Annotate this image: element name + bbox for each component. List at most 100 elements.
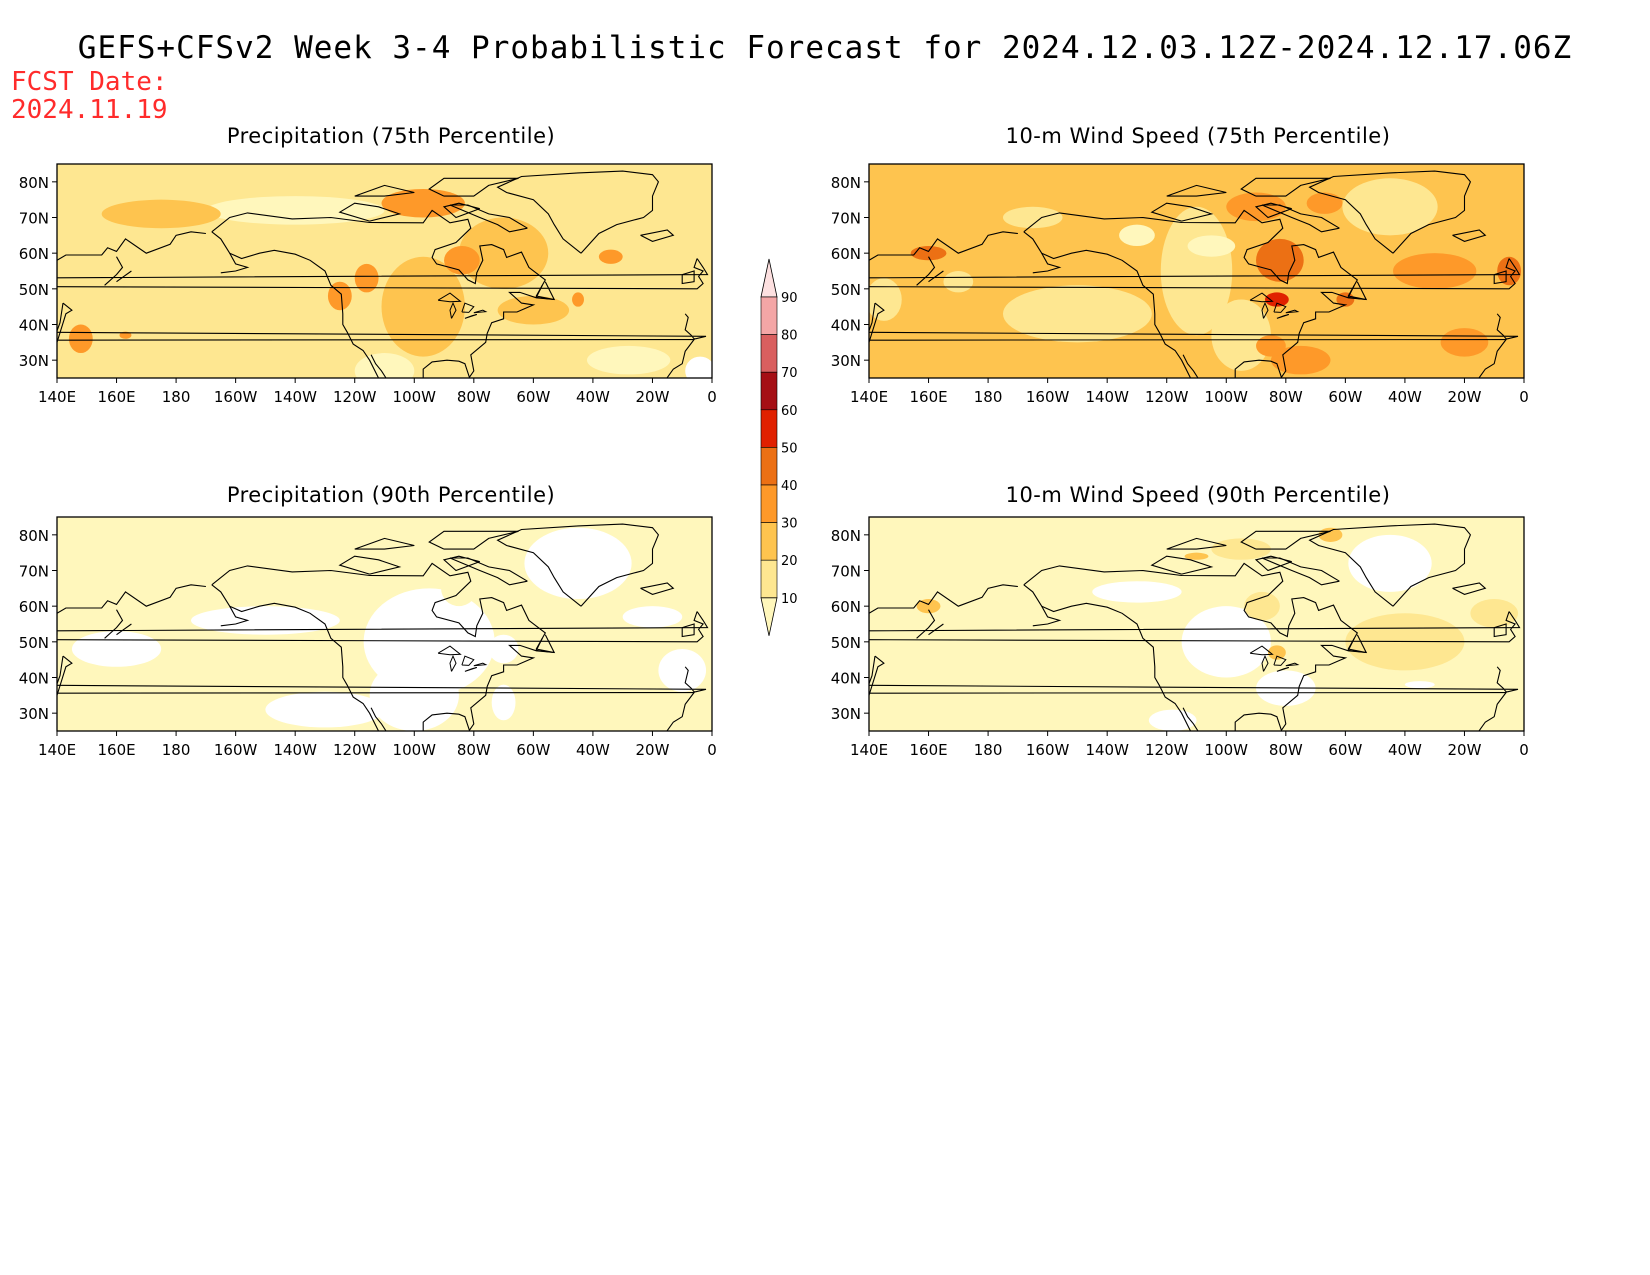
lake-outline — [1276, 314, 1289, 319]
coastline — [535, 634, 556, 654]
coastline — [916, 256, 936, 286]
coastline — [449, 204, 528, 233]
probability-patch — [1181, 606, 1271, 678]
x-tick-label: 160W — [1026, 741, 1070, 759]
x-tick-label: 140E — [850, 388, 888, 406]
colorbar-segment — [760, 484, 778, 523]
x-tick-label: 60W — [516, 741, 550, 759]
coastline — [535, 281, 556, 301]
coastline — [354, 537, 415, 550]
y-tick-label: 60N — [19, 245, 49, 263]
x-tick-label: 160W — [214, 388, 258, 406]
coastline — [496, 523, 660, 607]
y-tick-label: 70N — [19, 210, 49, 228]
probability-patch — [1393, 253, 1477, 289]
probability-patch — [381, 188, 465, 218]
colorbar-segment — [760, 559, 778, 599]
x-tick-label: 100W — [393, 388, 437, 406]
coastline — [1166, 537, 1227, 550]
probability-patch — [1342, 178, 1438, 236]
x-tick-label: 140E — [850, 741, 888, 759]
coastline — [57, 258, 709, 290]
probability-patch — [1256, 238, 1304, 282]
y-tick-label: 40N — [831, 670, 861, 688]
coastline — [869, 231, 1018, 282]
coastline — [1166, 184, 1227, 197]
lake-outline — [1261, 654, 1269, 672]
probability-patch — [622, 606, 683, 628]
colorbar-label: 50 — [781, 441, 798, 456]
colorbar-legend: 10 20 30 40 50 60 70 80 90 — [760, 258, 798, 636]
lake-outline — [1285, 309, 1300, 314]
x-tick-label: 180 — [162, 741, 191, 759]
probability-patch — [572, 292, 584, 307]
coastline — [1182, 354, 1199, 378]
y-tick-label: 60N — [831, 598, 861, 616]
coastline — [640, 582, 675, 595]
forecast-date: FCST Date: 2024.11.19 — [11, 68, 168, 124]
probability-patch — [1119, 224, 1155, 247]
coastline — [104, 256, 124, 286]
x-tick-label: 0 — [1519, 388, 1529, 406]
coastline — [1023, 209, 1367, 378]
map-field — [57, 517, 712, 731]
coastline — [1023, 562, 1367, 731]
lake-outline — [1261, 301, 1269, 319]
y-tick-label: 80N — [19, 174, 49, 192]
probability-patch — [586, 345, 671, 375]
probability-patch — [1348, 534, 1432, 592]
coastline — [211, 209, 555, 378]
coastline — [869, 302, 885, 344]
x-tick-label: 160E — [97, 388, 135, 406]
coastline — [104, 609, 124, 639]
x-tick-label: 160E — [909, 388, 947, 406]
coastline — [370, 707, 387, 731]
forecast-date-label: FCST Date: — [11, 67, 168, 97]
x-tick-label: 0 — [1519, 741, 1529, 759]
probability-patch — [444, 246, 480, 275]
y-tick-label: 40N — [19, 317, 49, 335]
y-tick-label: 80N — [831, 527, 861, 545]
coastline — [211, 562, 555, 731]
probability-patch — [1440, 328, 1489, 357]
probability-patch — [1211, 299, 1271, 371]
coastline — [1493, 623, 1507, 638]
x-tick-label: 80W — [1269, 741, 1303, 759]
x-tick-label: 80W — [457, 388, 491, 406]
x-tick-label: 40W — [576, 741, 610, 759]
probability-patch — [1002, 206, 1063, 229]
map-wind-90: 140E 160E 180 160W 140W 120W 100W 80W 60W 40W 20W 0… — [831, 516, 1529, 759]
main-title: GEFS+CFSv2 Week 3-4 Probabilistic Foreca… — [77, 30, 1573, 66]
colorbar-segment — [760, 409, 778, 448]
lake-outline — [449, 301, 457, 319]
coastline — [1023, 584, 1191, 731]
x-tick-label: 60W — [516, 388, 550, 406]
x-tick-label: 40W — [1388, 741, 1422, 759]
x-tick-label: 20W — [1447, 741, 1481, 759]
coastline — [1347, 281, 1368, 301]
lake-outline — [1249, 645, 1274, 656]
probability-patch — [491, 684, 516, 721]
coastline — [116, 623, 132, 636]
coastline — [1261, 557, 1340, 586]
lake-outline — [473, 662, 488, 667]
probability-patch — [1092, 581, 1182, 603]
x-tick-label: 160E — [909, 741, 947, 759]
probability-patch — [869, 278, 902, 321]
coastline — [211, 231, 379, 378]
y-tick-label: 70N — [19, 563, 49, 581]
map-precip-90: 140E 160E 180 160W 140W 120W 100W 80W 60W 40W 20W 0… — [19, 516, 717, 759]
probability-patch — [119, 331, 132, 339]
coastline — [338, 202, 402, 222]
colorbar-segment — [760, 334, 778, 373]
y-tick-label: 30N — [831, 352, 861, 370]
lake-outline — [437, 292, 462, 303]
colorbar-upper-triangle — [760, 258, 778, 298]
coastline — [869, 611, 1521, 643]
coastline — [681, 623, 695, 638]
coastline — [1240, 530, 1331, 550]
probability-patch — [354, 353, 415, 378]
coastline — [1032, 605, 1062, 627]
x-tick-label: 140W — [1085, 741, 1129, 759]
coastline — [1261, 204, 1340, 233]
